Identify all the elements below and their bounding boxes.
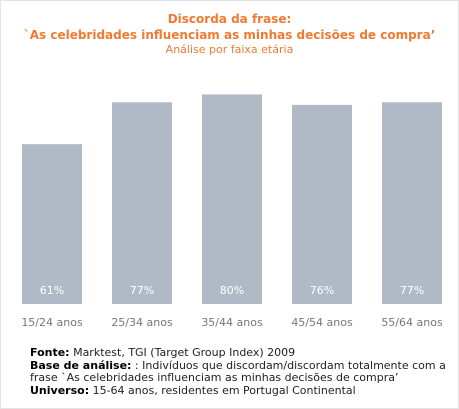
footer-source: Fonte: Marktest, TGI (Target Group Index… <box>30 346 455 360</box>
chart-subtitle-secondary: Análise por faixa etária <box>165 43 294 56</box>
bar-2 <box>112 102 172 304</box>
x-tick-label-4: 45/54 anos <box>291 316 353 329</box>
x-tick-label-3: 35/44 anos <box>201 316 263 329</box>
footer-source-label: Fonte: <box>30 346 70 359</box>
footer-universe-label: Universo: <box>30 383 90 397</box>
bar-value-label-3: 80% <box>220 284 244 297</box>
bar-value-label-1: 61% <box>40 284 64 297</box>
x-tick-label-1: 15/24 anos <box>21 316 83 329</box>
footer-universe: Universo: 15-64 anos, residentes em Port… <box>30 383 455 398</box>
chart-footer: Fonte: Marktest, TGI (Target Group Index… <box>30 346 455 398</box>
x-tick-label-5: 55/64 anos <box>381 316 443 329</box>
bar-5 <box>382 102 442 304</box>
footer-base: Base de análise: : Indivíduos que discor… <box>30 358 455 385</box>
footer-source-text: Marktest, TGI (Target Group Index) 2009 <box>69 346 296 359</box>
bar-4 <box>292 104 352 304</box>
bar-chart: 61% 15/24 anos 77% 25/34 anos 80% 35/44 anos 7… <box>21 94 443 329</box>
footer-base-text: : Indivíduos que discordam/discordam tot… <box>30 358 446 385</box>
footer-universe-text: 15-64 anos, residentes em Portugal Conti… <box>89 383 356 397</box>
footer-base-label: Base de análise: <box>30 358 132 372</box>
bar-value-label-5: 77% <box>400 284 424 297</box>
chart-title: Discorda da frase: <box>167 12 292 26</box>
bar-3 <box>202 94 262 305</box>
chart-subtitle: `As celebridades influenciam as minhas d… <box>23 28 436 42</box>
bar-value-label-2: 77% <box>130 284 154 297</box>
bar-1 <box>22 144 82 304</box>
x-tick-label-2: 25/34 anos <box>111 316 173 329</box>
bar-value-label-4: 76% <box>310 284 334 297</box>
